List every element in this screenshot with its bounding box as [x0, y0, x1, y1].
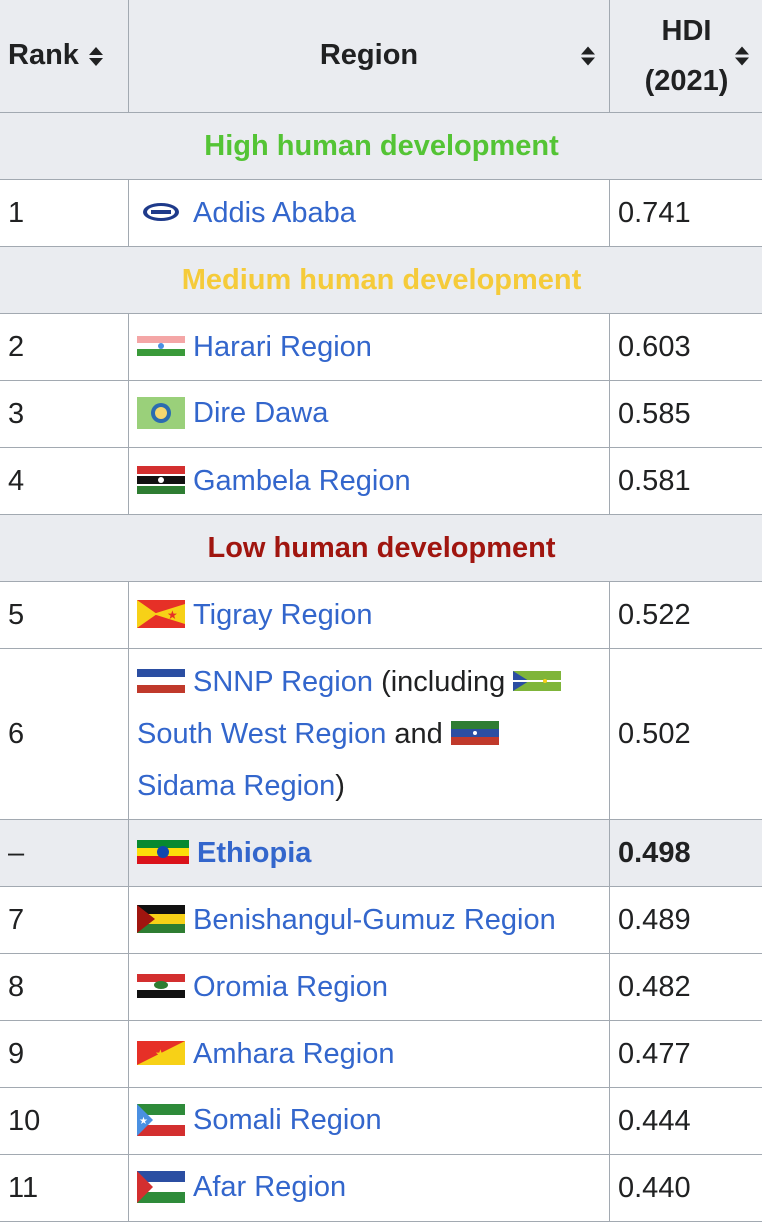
region-link[interactable]: Oromia Region — [193, 971, 388, 1003]
table-row: 11 Afar Region 0.440 — [0, 1155, 762, 1222]
benishangul-gumuz-flag-icon — [137, 905, 185, 933]
region-cell: Oromia Region — [129, 954, 610, 1021]
region-link[interactable]: Gambela Region — [193, 465, 411, 497]
svg-text:★: ★ — [139, 1116, 148, 1127]
south-west-flag-icon — [513, 671, 561, 691]
rank-cell: 4 — [0, 448, 129, 515]
hdi-cell: 0.477 — [610, 1021, 762, 1088]
table-row: 5 ★ Tigray Region 0.522 — [0, 582, 762, 649]
afar-flag-icon — [137, 1171, 185, 1203]
group-row-low: Low human development — [0, 515, 762, 582]
region-link[interactable]: Tigray Region — [193, 599, 372, 631]
hdi-header-label: HDI — [662, 15, 712, 47]
rank-cell: 9 — [0, 1021, 129, 1088]
rank-cell: 8 — [0, 954, 129, 1021]
region-link[interactable]: Ethiopia — [197, 837, 311, 869]
region-cell: Afar Region — [129, 1155, 610, 1222]
sort-icon[interactable] — [89, 47, 103, 66]
sort-icon[interactable] — [735, 46, 749, 65]
table-row: 9 ★ Amhara Region 0.477 — [0, 1021, 762, 1088]
hdi-cell: 0.581 — [610, 448, 762, 515]
hdi-cell: 0.585 — [610, 381, 762, 448]
svg-text:★: ★ — [155, 1047, 166, 1061]
region-link[interactable]: Afar Region — [193, 1171, 346, 1203]
region-link[interactable]: SNNP Region — [193, 666, 373, 698]
table-row: 8 Oromia Region 0.482 — [0, 954, 762, 1021]
rank-column-header[interactable]: Rank — [0, 0, 129, 113]
group-row-high: High human development — [0, 113, 762, 180]
region-link[interactable]: Sidama Region — [137, 770, 335, 802]
group-label-medium: Medium human development — [0, 247, 762, 314]
rank-cell: 5 — [0, 582, 129, 649]
somali-flag-icon: ★ — [137, 1104, 185, 1136]
tigray-flag-icon: ★ — [137, 600, 185, 628]
region-link[interactable]: Addis Ababa — [193, 197, 356, 229]
group-label-low: Low human development — [0, 515, 762, 582]
ethiopia-flag-icon — [137, 840, 189, 864]
sidama-flag-icon — [451, 721, 499, 745]
region-link[interactable]: Amhara Region — [193, 1038, 395, 1070]
hdi-cell: 0.444 — [610, 1088, 762, 1155]
oromia-flag-icon — [137, 974, 185, 998]
harari-flag-icon — [137, 336, 185, 356]
table-row: 10 ★ Somali Region 0.444 — [0, 1088, 762, 1155]
region-link[interactable]: Harari Region — [193, 331, 372, 363]
region-link[interactable]: South West Region — [137, 718, 386, 750]
amhara-flag-icon: ★ — [137, 1041, 185, 1065]
rank-cell: 10 — [0, 1088, 129, 1155]
rank-cell: 6 — [0, 649, 129, 820]
region-link[interactable]: Dire Dawa — [193, 397, 328, 429]
table-row: 1 Addis Ababa 0.741 — [0, 180, 762, 247]
svg-text:★: ★ — [167, 608, 178, 622]
table-row: 2 Harari Region 0.603 — [0, 314, 762, 381]
region-link[interactable]: Benishangul-Gumuz Region — [193, 904, 556, 936]
table-row: – Ethiopia 0.498 — [0, 820, 762, 887]
region-column-header[interactable]: Region — [129, 0, 610, 113]
sort-icon[interactable] — [581, 46, 595, 65]
gambela-flag-icon — [137, 466, 185, 494]
hdi-cell: 0.440 — [610, 1155, 762, 1222]
snnp-flag-icon — [137, 669, 185, 693]
region-cell: ★ Amhara Region — [129, 1021, 610, 1088]
region-cell: ★ Tigray Region — [129, 582, 610, 649]
group-label-high: High human development — [0, 113, 762, 180]
region-cell: Benishangul-Gumuz Region — [129, 887, 610, 954]
hdi-cell: 0.502 — [610, 649, 762, 820]
rank-header-label: Rank — [8, 39, 79, 71]
region-cell: ★ Somali Region — [129, 1088, 610, 1155]
region-cell: SNNP Region (including South West Region… — [129, 649, 610, 820]
region-cell: Dire Dawa — [129, 381, 610, 448]
table-row: 4 Gambela Region 0.581 — [0, 448, 762, 515]
group-row-medium: Medium human development — [0, 247, 762, 314]
table-row: 6 SNNP Region (including South West Regi… — [0, 649, 762, 820]
rank-cell: 1 — [0, 180, 129, 247]
hdi-cell: 0.498 — [610, 820, 762, 887]
rank-cell: – — [0, 820, 129, 887]
hdi-cell: 0.603 — [610, 314, 762, 381]
region-cell: Gambela Region — [129, 448, 610, 515]
rank-cell: 2 — [0, 314, 129, 381]
rank-cell: 7 — [0, 887, 129, 954]
region-cell: Ethiopia — [129, 820, 610, 887]
region-cell: Harari Region — [129, 314, 610, 381]
hdi-cell: 0.522 — [610, 582, 762, 649]
hdi-cell: 0.482 — [610, 954, 762, 1021]
dire-dawa-flag-icon — [137, 397, 185, 429]
region-note: ) — [335, 770, 345, 802]
hdi-header-year: (2021) — [645, 65, 729, 97]
table-row: 3 Dire Dawa 0.585 — [0, 381, 762, 448]
rank-cell: 11 — [0, 1155, 129, 1222]
region-cell: Addis Ababa — [129, 180, 610, 247]
hdi-cell: 0.741 — [610, 180, 762, 247]
region-note: (including — [381, 666, 505, 698]
hdi-cell: 0.489 — [610, 887, 762, 954]
addis-ababa-emblem-icon — [137, 202, 185, 222]
table-row: 7 Benishangul-Gumuz Region 0.489 — [0, 887, 762, 954]
region-link[interactable]: Somali Region — [193, 1104, 382, 1136]
region-note: and — [394, 718, 442, 750]
region-header-label: Region — [320, 39, 418, 71]
hdi-column-header[interactable]: HDI (2021) — [610, 0, 762, 113]
rank-cell: 3 — [0, 381, 129, 448]
